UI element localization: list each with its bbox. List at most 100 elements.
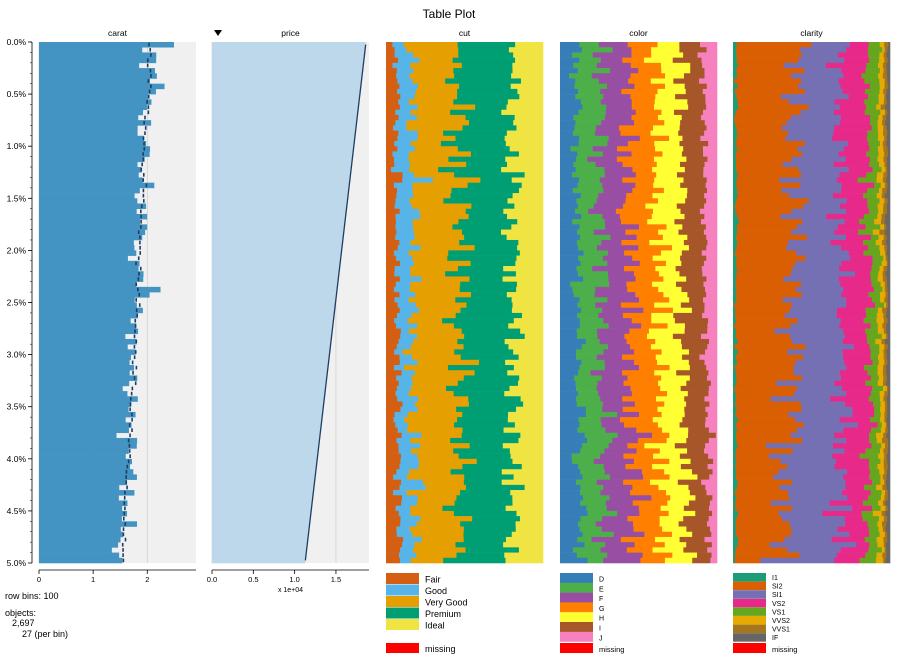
category-segment	[608, 276, 636, 282]
category-segment	[705, 94, 718, 100]
value-bar	[212, 57, 364, 64]
category-segment	[386, 552, 400, 559]
category-segment	[421, 536, 464, 543]
value-bar	[212, 271, 339, 277]
category-segment	[587, 510, 618, 517]
objects-count: 2,697	[12, 618, 35, 628]
category-segment	[599, 177, 623, 183]
mean-mark	[143, 199, 145, 203]
category-segment	[843, 427, 872, 434]
category-segment	[733, 42, 738, 48]
mean-mark	[144, 126, 147, 130]
category-segment	[884, 531, 888, 538]
category-segment	[733, 437, 737, 444]
category-segment	[397, 88, 417, 95]
category-segment	[650, 479, 679, 486]
value-bar	[212, 443, 319, 449]
category-segment	[737, 172, 802, 178]
category-segment	[876, 437, 883, 444]
value-bar	[39, 443, 137, 449]
category-segment	[386, 219, 397, 225]
category-segment	[686, 526, 711, 533]
category-segment	[867, 521, 878, 527]
row-axis: 0.0%0.5%1.0%1.5%2.0%2.5%3.0%3.5%4.0%4.5%…	[7, 37, 33, 568]
category-segment	[600, 99, 633, 105]
value-bar	[212, 78, 362, 84]
category-segment	[701, 250, 718, 256]
category-segment	[845, 156, 871, 163]
category-segment	[400, 458, 420, 465]
category-segment	[631, 391, 668, 397]
category-segment	[399, 557, 412, 564]
category-segment	[708, 516, 718, 522]
category-segment	[795, 286, 844, 293]
value-bar	[39, 172, 139, 178]
category-segment	[600, 490, 631, 496]
category-segment	[805, 255, 851, 262]
category-segment	[386, 370, 402, 376]
category-segment	[631, 318, 652, 324]
category-segment	[849, 42, 869, 48]
category-segment	[845, 484, 865, 491]
category-segment	[395, 234, 415, 241]
value-bar	[39, 224, 148, 230]
category-segment	[839, 104, 867, 111]
category-segment	[505, 536, 544, 543]
category-segment	[399, 307, 420, 314]
category-segment	[847, 469, 871, 475]
category-segment	[664, 469, 693, 475]
column-header-carat[interactable]: carat	[108, 28, 128, 38]
category-segment	[598, 42, 628, 48]
category-segment	[512, 302, 544, 309]
category-segment	[580, 500, 607, 506]
category-segment	[733, 239, 738, 246]
column-header-price[interactable]: price	[281, 28, 300, 38]
category-segment	[862, 500, 879, 506]
category-segment	[513, 474, 544, 480]
category-segment	[643, 307, 674, 314]
value-bar	[212, 307, 335, 314]
mean-mark	[125, 480, 127, 485]
category-segment	[656, 161, 681, 168]
value-bar	[39, 495, 119, 501]
sort-descending-icon[interactable]	[214, 30, 222, 36]
category-segment	[475, 104, 507, 111]
category-segment	[617, 510, 640, 517]
category-segment	[886, 177, 891, 183]
category-segment	[841, 114, 871, 121]
category-segment	[682, 135, 701, 142]
category-segment	[840, 281, 872, 288]
objects-label: objects:	[5, 608, 37, 618]
category-segment	[577, 391, 599, 397]
category-segment	[885, 250, 888, 256]
category-segment	[736, 458, 781, 465]
column-header-clarity[interactable]: clarity	[800, 28, 823, 38]
category-segment	[395, 505, 411, 512]
category-segment	[578, 271, 609, 277]
category-segment	[508, 344, 544, 350]
category-segment	[878, 151, 885, 157]
column-header-color[interactable]: color	[629, 28, 648, 38]
category-segment	[883, 396, 887, 402]
value-bar	[212, 140, 355, 147]
category-segment	[418, 458, 478, 465]
mean-mark	[124, 490, 126, 495]
category-segment	[884, 245, 888, 251]
category-segment	[510, 490, 544, 496]
per-bin-text: 27 (per bin)	[22, 629, 69, 639]
mean-mark	[135, 282, 138, 287]
category-segment	[455, 297, 512, 303]
category-segment	[519, 375, 544, 381]
mean-mark	[130, 391, 133, 396]
category-segment	[834, 99, 865, 105]
category-segment	[560, 114, 574, 121]
column-header-cut[interactable]: cut	[459, 28, 471, 38]
category-segment	[733, 172, 738, 178]
category-segment	[881, 521, 887, 527]
category-segment	[398, 510, 411, 517]
category-segment	[585, 411, 618, 418]
category-segment	[707, 411, 718, 418]
category-segment	[798, 57, 845, 64]
value-bar	[39, 432, 117, 439]
category-segment	[684, 411, 709, 418]
